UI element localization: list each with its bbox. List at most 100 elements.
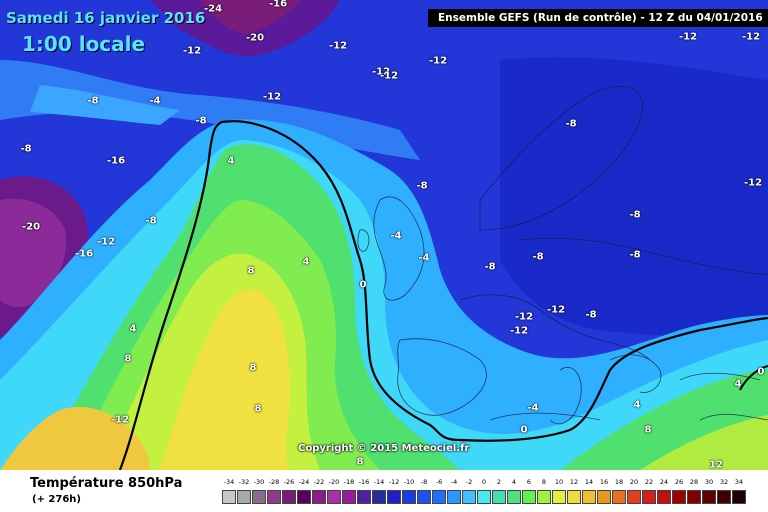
scale-tick-label: 14 xyxy=(584,478,594,486)
scale-tick-label: -30 xyxy=(253,478,265,486)
contour-label: 4 xyxy=(302,256,310,268)
scale-tick-label: 4 xyxy=(511,478,517,486)
contour-label: -16 xyxy=(74,248,94,260)
scale-tick-label: 0 xyxy=(481,478,487,486)
scale-color-cell xyxy=(267,490,281,504)
contour-label: -8 xyxy=(484,261,496,273)
contour-label: -8 xyxy=(87,95,99,107)
forecast-lead-time: (+ 276h) xyxy=(32,494,81,505)
contour-label: 0 xyxy=(757,366,765,378)
scale-tick-label: 34 xyxy=(734,478,744,486)
scale-color-cell xyxy=(297,490,311,504)
contour-label: -12 xyxy=(182,45,202,57)
contour-label: 8 xyxy=(124,353,132,365)
contour-label: -4 xyxy=(390,230,402,242)
contour-label: 4 xyxy=(633,399,641,411)
scale-color-cell xyxy=(717,490,731,504)
scale-color-cell xyxy=(477,490,491,504)
scale-color-cell xyxy=(702,490,716,504)
contour-label: -8 xyxy=(585,309,597,321)
scale-tick-label: -20 xyxy=(328,478,340,486)
contour-label: 0 xyxy=(520,424,528,436)
scale-tick-label: 20 xyxy=(629,478,639,486)
scale-color-cell xyxy=(627,490,641,504)
scale-tick-label: -10 xyxy=(403,478,415,486)
scale-color-cell xyxy=(282,490,296,504)
contour-label: -8 xyxy=(416,180,428,192)
contour-label: 4 xyxy=(227,155,235,167)
scale-color-cell xyxy=(417,490,431,504)
scale-tick-label: -12 xyxy=(388,478,400,486)
scale-color-cell xyxy=(507,490,521,504)
scale-tick-label: 10 xyxy=(554,478,564,486)
scale-color-cell xyxy=(432,490,446,504)
scale-tick-label: -16 xyxy=(358,478,370,486)
scale-color-cell xyxy=(327,490,341,504)
scale-color-cell xyxy=(462,490,476,504)
contour-label: -20 xyxy=(245,32,265,44)
scale-color-cell xyxy=(552,490,566,504)
contour-label: -12 xyxy=(741,31,761,43)
contour-label: 0 xyxy=(359,279,367,291)
contour-label: -12 xyxy=(514,311,534,323)
scale-tick-label: -32 xyxy=(238,478,250,486)
contour-label: -8 xyxy=(629,209,641,221)
scale-color-cell xyxy=(222,490,236,504)
contour-label: -20 xyxy=(21,221,41,233)
scale-color-cell xyxy=(312,490,326,504)
contour-label: -12 xyxy=(262,91,282,103)
copyright-notice: Copyright © 2015 Meteociel.fr xyxy=(298,443,470,454)
scale-tick-label: -34 xyxy=(223,478,235,486)
contour-label: 8 xyxy=(249,362,257,374)
scale-color-cell xyxy=(732,490,746,504)
scale-tick-label: -24 xyxy=(298,478,310,486)
temperature-map: Samedi 16 janvier 2016 1:00 locale Ensem… xyxy=(0,0,768,470)
contour-label: 8 xyxy=(254,403,262,415)
contour-label: -12 xyxy=(546,304,566,316)
contour-label: -12 xyxy=(743,177,763,189)
scale-tick-label: 30 xyxy=(704,478,714,486)
scale-color-cell xyxy=(582,490,596,504)
scale-tick-label: -22 xyxy=(313,478,325,486)
contour-label: -12 xyxy=(428,55,448,67)
scale-color-cell xyxy=(642,490,656,504)
contour-label: -12 xyxy=(110,414,130,426)
scale-color-cell xyxy=(237,490,251,504)
scale-color-cell xyxy=(657,490,671,504)
contour-label: 8 xyxy=(356,456,364,468)
contour-label: -4 xyxy=(149,95,161,107)
scale-color-cell xyxy=(687,490,701,504)
scale-color-cell xyxy=(612,490,626,504)
contour-label: 4 xyxy=(734,378,742,390)
scale-tick-label: 12 xyxy=(569,478,579,486)
scale-tick-label: 2 xyxy=(496,478,502,486)
contour-label: -24 xyxy=(203,3,223,15)
scale-tick-label: -2 xyxy=(465,478,473,486)
scale-tick-label: 24 xyxy=(659,478,669,486)
contour-label: -4 xyxy=(527,402,539,414)
scale-color-cell xyxy=(672,490,686,504)
contour-label: -16 xyxy=(268,0,288,10)
forecast-date: Samedi 16 janvier 2016 xyxy=(6,9,206,27)
contour-label: -12 xyxy=(379,70,399,82)
scale-tick-label: 26 xyxy=(674,478,684,486)
contour-label: -16 xyxy=(106,155,126,167)
scale-tick-label: 22 xyxy=(644,478,654,486)
contour-label: -12 xyxy=(328,40,348,52)
scale-color-cell xyxy=(387,490,401,504)
scale-color-cell xyxy=(447,490,461,504)
scale-color-cell xyxy=(252,490,266,504)
scale-tick-label: -4 xyxy=(450,478,458,486)
scale-color-cell xyxy=(567,490,581,504)
temperature-field xyxy=(0,0,768,470)
color-scale: -34 -32 -30 -28 -26 -24 -22 -20 -18 -16 -14 -12 -10-… xyxy=(222,478,750,506)
scale-tick-label: 18 xyxy=(614,478,624,486)
contour-label: 4 xyxy=(129,323,137,335)
scale-color-cell xyxy=(492,490,506,504)
scale-color-cell xyxy=(537,490,551,504)
contour-label: -8 xyxy=(195,115,207,127)
scale-tick-label: -14 xyxy=(373,478,385,486)
scale-tick-label: -28 xyxy=(268,478,280,486)
forecast-local-time: 1:00 locale xyxy=(22,32,146,56)
